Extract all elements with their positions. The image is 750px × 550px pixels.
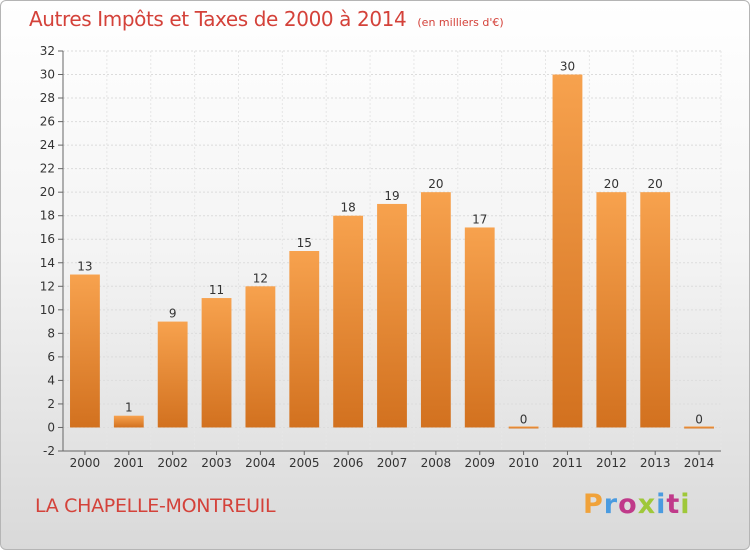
x-tick-label-2002: 2002	[157, 456, 188, 470]
bar-2008[interactable]	[420, 192, 451, 428]
y-tick-label: 2	[47, 397, 55, 411]
x-tick-label-2011: 2011	[552, 456, 583, 470]
logo-letter: t	[666, 489, 681, 520]
y-tick-label: 4	[47, 373, 55, 387]
x-tick-label-2004: 2004	[245, 456, 276, 470]
data-label-2003: 11	[209, 283, 224, 297]
bar-2007[interactable]	[377, 203, 407, 428]
x-tick-label-2007: 2007	[377, 456, 408, 470]
data-label-2008: 20	[428, 177, 443, 191]
x-tick-label-2000: 2000	[70, 456, 101, 470]
y-tick-label: 6	[47, 350, 55, 364]
x-tick-label-2013: 2013	[640, 456, 671, 470]
x-tick-label-2010: 2010	[508, 456, 539, 470]
y-tick-label: 22	[40, 162, 55, 176]
bar-2010[interactable]	[508, 426, 539, 429]
bar-2011[interactable]	[552, 74, 583, 428]
data-label-2014: 0	[695, 412, 703, 426]
x-tick-labels: 2000 2001 2002 2003 2004 2005 2006 2007 2008 2009…	[70, 456, 715, 470]
x-tick-label-2012: 2012	[596, 456, 627, 470]
logo-letter: o	[618, 489, 638, 520]
bar-2012[interactable]	[596, 192, 627, 428]
bar-2003[interactable]	[201, 298, 232, 428]
data-label-2000: 13	[77, 260, 92, 274]
data-label-2004: 12	[253, 271, 268, 285]
commune-name: LA CHAPELLE-MONTREUIL	[35, 495, 276, 517]
y-tick-label: 20	[40, 185, 55, 199]
axes	[58, 50, 721, 455]
y-tick-label: 12	[40, 279, 55, 293]
y-tick-label: 30	[40, 68, 55, 82]
x-tick-label-2003: 2003	[201, 456, 232, 470]
data-label-2012: 20	[604, 177, 619, 191]
y-tick-label: 0	[47, 420, 55, 434]
data-label-2013: 20	[648, 177, 663, 191]
bar-2009[interactable]	[464, 227, 495, 428]
y-tick-label: 26	[40, 115, 55, 129]
data-label-2006: 18	[340, 201, 355, 215]
y-tick-label: 8	[47, 326, 55, 340]
y-tick-label: 32	[40, 44, 55, 58]
data-label-2010: 0	[520, 412, 528, 426]
y-tick-label: -2	[43, 444, 55, 458]
title-row: Autres Impôts et Taxes de 2000 à 2014 (e…	[29, 7, 504, 31]
x-tick-label-2009: 2009	[464, 456, 495, 470]
y-tick-label: 24	[40, 138, 55, 152]
data-label-2002: 9	[169, 307, 177, 321]
y-tick-label: 28	[40, 91, 55, 105]
logo-letter: x	[637, 489, 657, 520]
bar-2013[interactable]	[640, 192, 671, 428]
proxiti-logo[interactable]: Proxiti	[583, 489, 691, 520]
bar-2014[interactable]	[684, 426, 714, 429]
x-tick-label-2014: 2014	[684, 456, 715, 470]
chart-title: Autres Impôts et Taxes de 2000 à 2014	[29, 7, 407, 31]
x-tick-label-2008: 2008	[421, 456, 452, 470]
logo-letter: i	[656, 489, 667, 520]
bar-2002[interactable]	[157, 321, 188, 428]
data-label-2007: 19	[384, 189, 399, 203]
data-label-2011: 30	[560, 60, 575, 74]
chart-subtitle: (en milliers d'€)	[417, 16, 504, 29]
bar-2005[interactable]	[289, 251, 320, 428]
logo-letter: i	[680, 489, 691, 520]
bar-2006[interactable]	[333, 215, 364, 428]
logo-letter: P	[583, 489, 604, 520]
x-tick-label-2005: 2005	[289, 456, 320, 470]
y-tick-label: 18	[40, 209, 55, 223]
bar-2004[interactable]	[245, 286, 276, 428]
x-tick-label-2006: 2006	[333, 456, 364, 470]
bars	[70, 74, 714, 429]
x-tick-label-2001: 2001	[114, 456, 145, 470]
data-label-2009: 17	[472, 212, 487, 226]
data-label-2005: 15	[297, 236, 312, 250]
data-label-2001: 1	[125, 401, 133, 415]
y-tick-label: 14	[40, 256, 55, 270]
y-tick-label: 10	[40, 303, 55, 317]
bar-2001[interactable]	[113, 415, 144, 428]
y-tick-label: 16	[40, 232, 55, 246]
logo-letter: r	[603, 489, 619, 520]
bar-2000[interactable]	[70, 274, 100, 428]
